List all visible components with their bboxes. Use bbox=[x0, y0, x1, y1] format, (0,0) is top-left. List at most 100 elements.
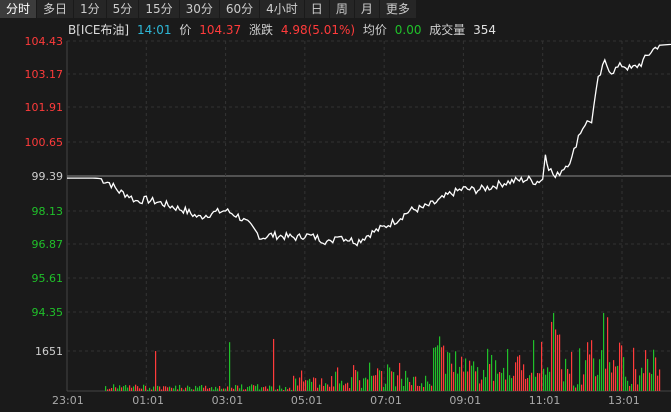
volume-bar bbox=[403, 385, 405, 391]
tab-period-1[interactable]: 多日 bbox=[37, 0, 75, 18]
volume-bar bbox=[349, 388, 351, 391]
volume-bar bbox=[311, 381, 313, 391]
volume-bar bbox=[537, 372, 539, 391]
volume-bar bbox=[601, 350, 603, 391]
volume-bar bbox=[219, 386, 221, 391]
tab-period-3[interactable]: 5分 bbox=[106, 0, 140, 18]
volume-bar bbox=[417, 385, 419, 391]
volume-bar bbox=[579, 348, 581, 391]
volume-bar bbox=[619, 342, 621, 391]
volume-value: 354 bbox=[473, 23, 497, 37]
volume-bar bbox=[323, 385, 325, 391]
volume-bar bbox=[185, 387, 187, 391]
volume-bar bbox=[253, 385, 255, 391]
tab-period-6[interactable]: 60分 bbox=[219, 0, 261, 18]
volume-bar bbox=[289, 387, 291, 391]
volume-bar bbox=[611, 372, 613, 391]
volume-bar bbox=[265, 386, 267, 391]
volume-bar bbox=[467, 371, 469, 391]
volume-bar bbox=[247, 386, 249, 391]
volume-bar bbox=[453, 371, 455, 391]
volume-bar bbox=[573, 385, 575, 391]
tab-period-8[interactable]: 日 bbox=[304, 0, 330, 18]
tab-period-7[interactable]: 4小时 bbox=[260, 0, 305, 18]
volume-bar bbox=[319, 384, 321, 391]
volume-bar bbox=[187, 385, 189, 391]
volume-bar bbox=[169, 386, 171, 391]
tab-period-0[interactable]: 分时 bbox=[0, 0, 38, 18]
volume-bar bbox=[279, 385, 281, 391]
volume-bar bbox=[521, 370, 523, 391]
tab-period-9[interactable]: 周 bbox=[329, 0, 355, 18]
volume-bar bbox=[633, 347, 635, 391]
volume-bar bbox=[541, 341, 543, 391]
volume-bar bbox=[159, 386, 161, 391]
time-axis-label: 07:01 bbox=[370, 394, 402, 407]
volume-bar bbox=[241, 384, 243, 391]
volume-bar bbox=[547, 367, 549, 391]
volume-bar bbox=[575, 387, 577, 391]
tab-period-4[interactable]: 15分 bbox=[139, 0, 180, 18]
volume-bar bbox=[627, 380, 629, 391]
volume-bar bbox=[443, 345, 445, 391]
volume-bar bbox=[479, 383, 481, 391]
volume-bar bbox=[133, 386, 135, 391]
volume-bar bbox=[123, 386, 125, 391]
tab-period-11[interactable]: 更多 bbox=[379, 0, 417, 18]
volume-bar bbox=[401, 378, 403, 391]
volume-bar bbox=[369, 362, 371, 391]
volume-bar bbox=[517, 356, 519, 391]
volume-bar bbox=[217, 388, 219, 391]
tab-period-5[interactable]: 30分 bbox=[179, 0, 220, 18]
volume-bar bbox=[113, 384, 115, 391]
volume-bar bbox=[449, 352, 451, 391]
volume-bar bbox=[337, 367, 339, 391]
volume-bar bbox=[559, 334, 561, 391]
volume-bar bbox=[373, 375, 375, 391]
volume-bar bbox=[305, 380, 307, 391]
volume-bar bbox=[335, 371, 337, 391]
time-axis-label: 05:01 bbox=[291, 394, 323, 407]
volume-bar bbox=[299, 377, 301, 391]
volume-bar bbox=[563, 381, 565, 391]
volume-bar bbox=[367, 379, 369, 391]
volume-bar bbox=[431, 385, 433, 391]
volume-bar bbox=[375, 375, 377, 391]
volume-bar bbox=[151, 389, 153, 391]
volume-bar bbox=[583, 374, 585, 391]
volume-bar bbox=[419, 386, 421, 391]
volume-bar bbox=[391, 371, 393, 391]
price-tick-label: 100.65 bbox=[25, 136, 64, 149]
volume-bar bbox=[105, 386, 107, 391]
volume-bar bbox=[459, 366, 461, 391]
tab-period-2[interactable]: 1分 bbox=[74, 0, 107, 18]
volume-bar bbox=[295, 378, 297, 391]
volume-bar bbox=[271, 386, 273, 391]
volume-bar bbox=[565, 358, 567, 391]
volume-bar bbox=[641, 367, 643, 391]
volume-bar bbox=[149, 387, 151, 391]
volume-bar bbox=[395, 386, 397, 391]
volume-bar bbox=[285, 386, 287, 391]
volume-bar bbox=[259, 389, 261, 391]
change-label: 涨跌 bbox=[249, 23, 274, 37]
volume-bar bbox=[339, 383, 341, 391]
price-tick-label: 95.61 bbox=[32, 272, 64, 285]
volume-bar bbox=[461, 356, 463, 391]
volume-bar bbox=[609, 362, 611, 391]
volume-bar bbox=[411, 385, 413, 391]
volume-bar bbox=[249, 386, 251, 391]
volume-bar bbox=[365, 377, 367, 391]
volume-bar bbox=[227, 386, 229, 391]
tab-period-10[interactable]: 月 bbox=[354, 0, 380, 18]
volume-bar bbox=[531, 372, 533, 391]
volume-bar bbox=[549, 371, 551, 391]
volume-bar bbox=[585, 360, 587, 391]
volume-bar bbox=[147, 389, 149, 391]
volume-bar bbox=[477, 367, 479, 391]
volume-bar bbox=[591, 340, 593, 391]
volume-bar bbox=[347, 382, 349, 391]
volume-bar bbox=[623, 357, 625, 391]
volume-bar bbox=[277, 388, 279, 391]
